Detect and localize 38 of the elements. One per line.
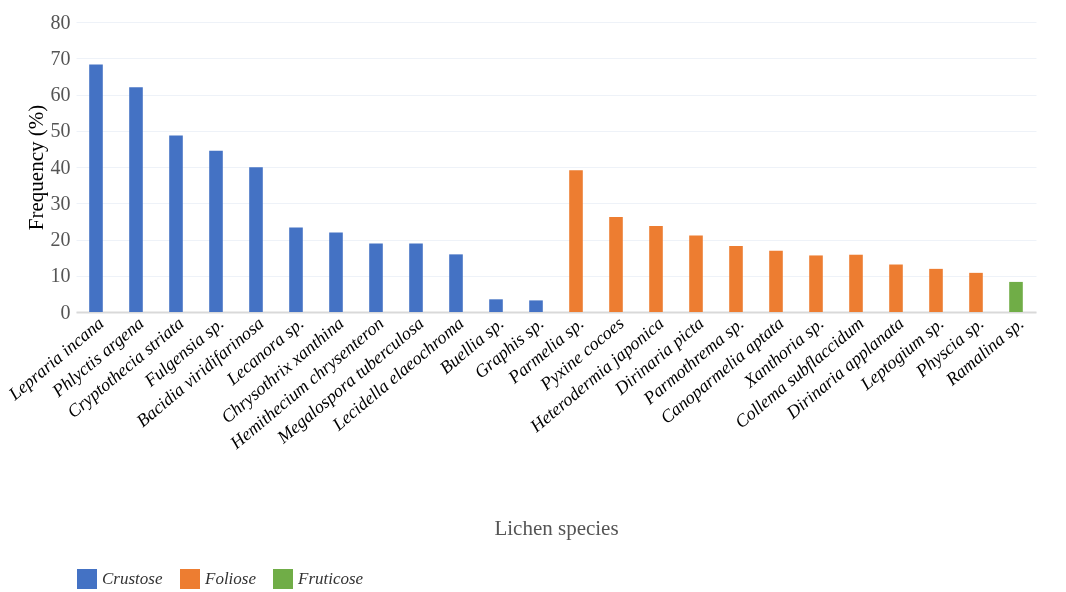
y-axis-title: Frequency (%) <box>23 104 48 231</box>
legend-label: Fruticose <box>297 569 364 588</box>
legend-label: Crustose <box>102 569 163 588</box>
y-tick-label: 50 <box>50 119 71 142</box>
bar <box>609 217 623 312</box>
bar <box>969 272 983 312</box>
bar <box>569 170 583 312</box>
bar <box>129 87 143 312</box>
y-tick-label: 30 <box>50 191 71 214</box>
y-tick-label: 70 <box>50 46 71 69</box>
bar <box>289 227 303 312</box>
bar <box>689 235 703 312</box>
y-tick-label: 10 <box>50 264 71 287</box>
y-tick-label: 40 <box>50 155 71 178</box>
bar <box>929 268 943 312</box>
bar <box>209 150 223 312</box>
bar <box>649 226 663 312</box>
bar <box>409 243 423 312</box>
bar <box>809 255 823 312</box>
bar <box>249 167 263 312</box>
bar <box>449 254 463 312</box>
y-tick-label: 80 <box>50 10 71 33</box>
bar <box>369 243 383 312</box>
y-tick-label: 60 <box>50 83 71 105</box>
bar <box>769 250 783 312</box>
bar <box>329 232 343 312</box>
y-tick-label: 0 <box>60 300 71 323</box>
bar <box>849 254 863 312</box>
x-axis-title: Lichen species <box>494 515 619 540</box>
legend-label: Foliose <box>204 569 257 588</box>
bar <box>489 299 503 312</box>
bar <box>1009 281 1023 312</box>
bar <box>529 300 543 312</box>
y-tick-label: 20 <box>50 228 71 250</box>
bar <box>889 264 903 312</box>
bar <box>169 135 183 312</box>
bar <box>89 64 103 312</box>
bar <box>729 246 743 312</box>
